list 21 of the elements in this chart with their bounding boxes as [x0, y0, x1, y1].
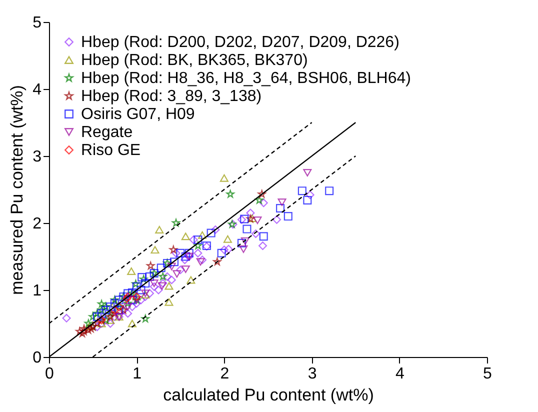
legend-label: Riso GE [81, 142, 141, 159]
legend-label: Regate [81, 124, 133, 141]
x-tick-label: 3 [308, 366, 317, 382]
y-tick-label: 3 [32, 148, 42, 166]
y-axis-title: measured Pu content (wt%) [8, 85, 27, 295]
legend-label: Hbep (Rod: BK, BK365, BK370) [81, 52, 308, 69]
x-tick-label: 5 [483, 366, 492, 382]
legend-label: Hbep (Rod: H8_36, H8_3_64, BSH06, BLH64) [81, 70, 411, 87]
y-tick-label: 0 [32, 350, 42, 366]
x-tick-label: 0 [45, 366, 54, 382]
legend-label: Hbep (Rod: 3_89, 3_138) [81, 88, 262, 105]
x-tick-label: 1 [132, 366, 142, 382]
x-tick-label: 2 [220, 366, 230, 382]
y-tick-label: 1 [32, 282, 42, 300]
y-tick-label: 4 [32, 82, 42, 98]
y-tick-label: 2 [32, 216, 42, 232]
legend-label: Hbep (Rod: D200, D202, D207, D209, D226) [81, 34, 400, 51]
y-tick-label: 5 [32, 14, 42, 32]
x-axis-title: calculated Pu content (wt%) [163, 386, 374, 404]
legend-label: Osiris G07, H09 [81, 106, 195, 123]
x-tick-label: 4 [395, 366, 404, 382]
